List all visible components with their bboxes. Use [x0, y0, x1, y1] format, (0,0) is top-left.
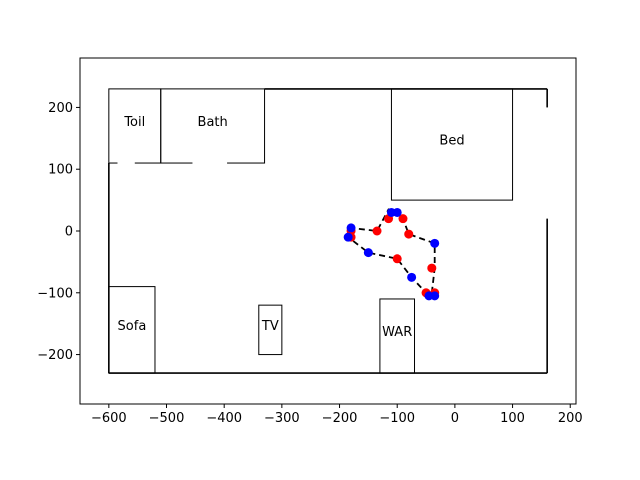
x-tick-label: −500 — [149, 411, 185, 426]
room-label-bed: Bed — [439, 134, 464, 149]
x-tick-label: −200 — [322, 411, 358, 426]
y-tick-label: 0 — [65, 225, 73, 240]
data-point — [386, 207, 396, 217]
points-layer — [343, 207, 440, 301]
y-tick-label: 200 — [48, 101, 73, 116]
room-bed — [390, 88, 514, 201]
data-point — [392, 254, 402, 264]
x-tick-label: 100 — [500, 411, 525, 426]
path-layer — [347, 208, 436, 294]
room-label-bath: Bath — [198, 115, 228, 130]
plot-frame — [79, 57, 577, 405]
data-point — [343, 232, 353, 242]
rooms-layer: Toil Bath Bed Sofa TV WAR — [108, 88, 514, 374]
x-tick-label: −100 — [379, 411, 415, 426]
room-label-tv: TV — [261, 319, 279, 334]
room-label-sofa: Sofa — [118, 319, 147, 334]
x-tick-label: 0 — [451, 411, 459, 426]
room-sofa — [108, 286, 156, 374]
x-tick-label: −400 — [206, 411, 242, 426]
x-tick-label: −300 — [264, 411, 300, 426]
y-tick-label: −200 — [37, 348, 73, 363]
room-label-war: WAR — [382, 325, 412, 340]
trajectory-path — [347, 208, 436, 294]
room-label-toil: Toil — [123, 115, 145, 130]
data-point — [430, 238, 440, 248]
x-axis: −600 −500 −400 −300 −200 −100 0 100 200 — [91, 404, 583, 426]
x-tick-label: −600 — [91, 411, 127, 426]
data-point — [398, 214, 408, 224]
y-tick-label: −100 — [37, 286, 73, 301]
room-tv — [258, 304, 283, 356]
walls-layer — [108, 88, 548, 374]
data-point — [407, 272, 417, 282]
data-point — [346, 223, 356, 233]
data-point — [363, 248, 373, 258]
data-point — [427, 263, 437, 273]
data-point — [372, 226, 382, 236]
data-point — [424, 291, 434, 301]
room-war — [379, 298, 416, 374]
y-tick-label: 100 — [48, 163, 73, 178]
y-axis: 200 100 0 −100 −200 — [37, 101, 80, 363]
x-tick-label: 200 — [558, 411, 583, 426]
data-point — [404, 229, 414, 239]
